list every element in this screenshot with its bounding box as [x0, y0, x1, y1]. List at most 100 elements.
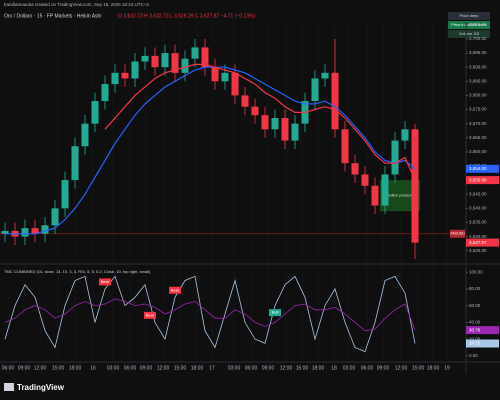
candle-body	[211, 67, 219, 82]
credit: bandiamaaoka created on TradingView.com,…	[4, 2, 149, 7]
candle-body	[171, 53, 179, 73]
candle-body	[141, 55, 149, 62]
status-box	[448, 12, 490, 20]
logo-text: TradingView	[17, 383, 65, 392]
signal-label: Bear	[171, 287, 180, 292]
candle-body	[41, 225, 49, 234]
ohlc: O 3,632.73 H 3,632.73 L 3,626.29 C 3,627…	[118, 13, 255, 19]
y-tick-label: 3,670.00	[469, 121, 487, 126]
y-tick-label: 3,660.00	[469, 149, 487, 154]
x-tick-label: 09:00	[377, 365, 390, 371]
y-tick-label: 3,705.00	[469, 22, 487, 27]
candle-body	[161, 53, 169, 68]
candle-body	[401, 129, 409, 141]
candle-body	[231, 72, 239, 96]
series-line	[4, 275, 416, 353]
candle-body	[311, 78, 319, 102]
status-text: Volume 3/3	[459, 31, 480, 36]
x-tick-label: 06:00	[245, 365, 258, 371]
x-tick-label: 09:00	[262, 365, 275, 371]
candle-body	[31, 228, 39, 234]
candle-body	[151, 55, 159, 68]
signal-label: Bear	[146, 312, 155, 317]
signal-box	[169, 286, 181, 294]
candle-body	[391, 140, 399, 175]
x-tick-label: 12:00	[157, 365, 170, 371]
y-tick-label: 3,690.00	[469, 64, 487, 69]
price-tag-label: 3,650.00	[469, 177, 487, 182]
candle-body	[61, 180, 69, 209]
candle-body	[261, 115, 269, 130]
candle-body	[321, 72, 329, 79]
x-tick-label: 15:00	[296, 365, 309, 371]
y-tick-label: 3,640.00	[469, 206, 487, 211]
x-tick-label: 18:00	[69, 365, 82, 371]
candle-body	[291, 123, 299, 141]
candle-body	[221, 72, 229, 82]
y-tick-label: 40.00	[469, 320, 481, 325]
x-tick-label: 15:00	[52, 365, 65, 371]
x-tick-label: 15:00	[412, 365, 425, 371]
series-line	[5, 66, 416, 235]
zone-label: Bullish pressure	[388, 194, 413, 198]
candle-body	[191, 47, 199, 59]
candle-body	[71, 146, 79, 181]
status-box	[448, 30, 490, 38]
candle-body	[1, 230, 9, 234]
series-line	[104, 63, 416, 181]
candle-body	[411, 129, 419, 243]
candle-body	[341, 129, 349, 164]
candle-body	[21, 228, 29, 237]
candle-body	[381, 174, 389, 206]
candle-body	[241, 95, 249, 107]
candle-body	[281, 118, 289, 141]
y-tick-label: 0.00	[469, 353, 478, 358]
candle-body	[81, 123, 89, 147]
status-text: Price in bullish zone	[451, 22, 487, 27]
candle-body	[271, 118, 279, 130]
x-tick-label: 19	[444, 365, 450, 371]
signal-box	[144, 311, 156, 319]
x-tick-label: 09:00	[18, 365, 31, 371]
x-tick-label: 18:00	[427, 365, 440, 371]
signal-box	[99, 278, 111, 286]
price-tag	[466, 164, 499, 173]
y-tick-label: 3,645.00	[469, 191, 487, 196]
candle-body	[131, 61, 139, 79]
y-tick-label: 3,700.00	[469, 36, 487, 41]
logo-mark	[4, 383, 14, 391]
candle-body	[331, 72, 339, 130]
symbol: Oro / Dollaro · 15 · FP Markets · Heikin…	[4, 13, 101, 19]
price-tag	[466, 176, 499, 185]
price-tag-label: 3,654.00	[469, 166, 487, 171]
x-tick-label: 06:00	[124, 365, 137, 371]
x-tick-label: 03:00	[343, 365, 356, 371]
signal-label: Bull	[272, 310, 279, 315]
x-tick-label: 06:00	[361, 365, 374, 371]
x-tick-label: 03:00	[107, 365, 120, 371]
x-tick-label: 17	[209, 365, 215, 371]
price-tag	[466, 339, 499, 348]
candle-body	[201, 47, 209, 68]
x-tick-label: 03:00	[228, 365, 241, 371]
price-tag-label: 3,627.87	[469, 240, 487, 245]
signal-box	[269, 309, 281, 317]
candle-body	[121, 72, 129, 79]
y-tick-label: 3,685.00	[469, 78, 487, 83]
candle-body	[351, 163, 359, 175]
y-tick-label: 3,695.00	[469, 50, 487, 55]
y-tick-label: 3,680.00	[469, 93, 487, 98]
level-tag	[450, 229, 465, 238]
status-text: Price deep	[459, 13, 479, 18]
price-tag	[466, 238, 499, 247]
price-tag-label: 14.72	[469, 341, 481, 346]
y-tick-label: 3,630.00	[469, 234, 487, 239]
candle-body	[371, 185, 379, 206]
indicator-title: TMC COMBINED (14, close, 14, 10, 3, 3, R…	[4, 269, 151, 274]
y-tick-label: 3,675.00	[469, 107, 487, 112]
x-tick-label: 15:00	[174, 365, 187, 371]
x-tick-label: 18:00	[191, 365, 204, 371]
y-tick-label: 100.00	[469, 269, 483, 274]
